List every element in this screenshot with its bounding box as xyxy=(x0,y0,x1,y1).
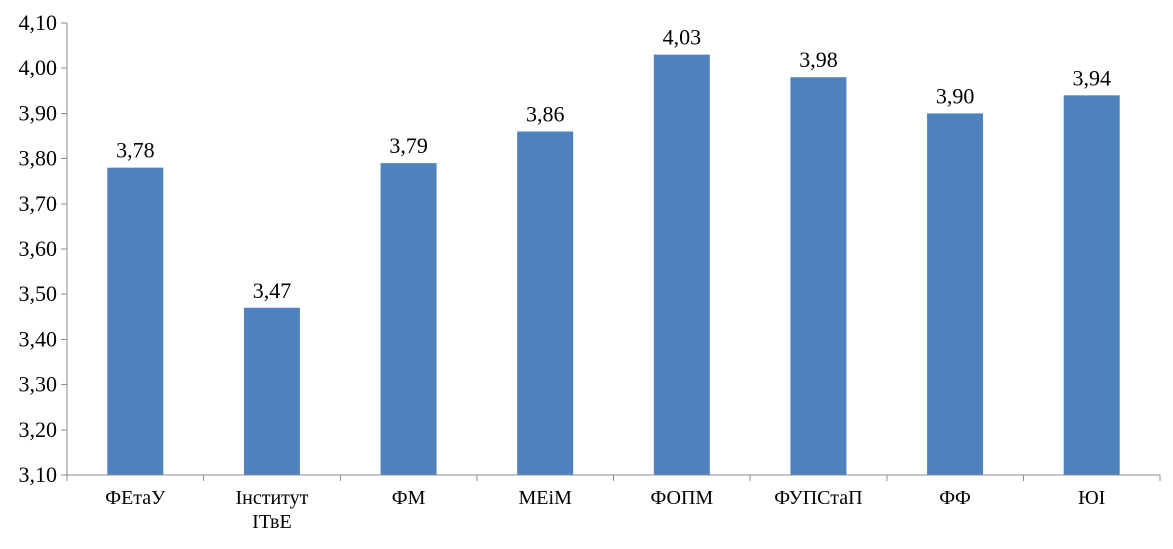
x-category-label: Інститут xyxy=(235,487,308,509)
bar-value-label: 3,98 xyxy=(799,47,838,72)
x-category-label: ІТвЕ xyxy=(252,511,292,533)
bar-value-label: 3,79 xyxy=(389,133,428,158)
x-category-label: МЕіМ xyxy=(519,487,573,509)
bar xyxy=(107,167,164,475)
x-category-label: ФМ xyxy=(392,487,426,509)
bar xyxy=(653,54,710,475)
bar xyxy=(1063,95,1120,475)
bar xyxy=(927,113,984,476)
bar-value-label: 3,86 xyxy=(526,101,565,126)
bar-value-label: 3,78 xyxy=(116,138,155,163)
y-tick-label: 3,70 xyxy=(19,191,58,216)
y-tick-label: 3,80 xyxy=(19,146,58,171)
y-tick-label: 3,90 xyxy=(19,100,58,125)
y-tick-label: 3,20 xyxy=(19,417,58,442)
bar xyxy=(243,307,300,475)
bar xyxy=(517,131,574,476)
bar-value-label: 3,90 xyxy=(936,83,975,108)
y-tick-label: 4,00 xyxy=(19,55,58,80)
bar-value-label: 4,03 xyxy=(663,25,702,50)
x-category-label: ФУПСтаП xyxy=(774,487,862,509)
x-category-label: ФЕтаУ xyxy=(105,487,166,509)
bars xyxy=(107,54,1120,476)
data-labels: 3,78 3,47 3,79 3,86 4,03 3,98 3,90 3,94 xyxy=(116,25,1111,303)
y-tick-label: 4,10 xyxy=(19,10,58,35)
y-tick-label: 3,40 xyxy=(19,326,58,351)
y-tick-label: 3,50 xyxy=(19,281,58,306)
x-category-label: ФФ xyxy=(939,487,971,509)
y-tick-label: 3,60 xyxy=(19,236,58,261)
y-tick-label: 3,10 xyxy=(19,462,58,487)
bar xyxy=(380,163,437,475)
x-category-label: ФОПМ xyxy=(650,487,713,509)
bar xyxy=(790,77,847,476)
x-category-label: ЮІ xyxy=(1078,487,1105,509)
y-tick-label: 3,30 xyxy=(19,372,58,397)
bar-value-label: 3,47 xyxy=(253,278,292,303)
bar-value-label: 3,94 xyxy=(1072,65,1111,90)
y-axis: 3,10 3,20 3,30 3,40 3,50 3,60 3,70 3,80 3,90 4,00… xyxy=(19,10,68,487)
